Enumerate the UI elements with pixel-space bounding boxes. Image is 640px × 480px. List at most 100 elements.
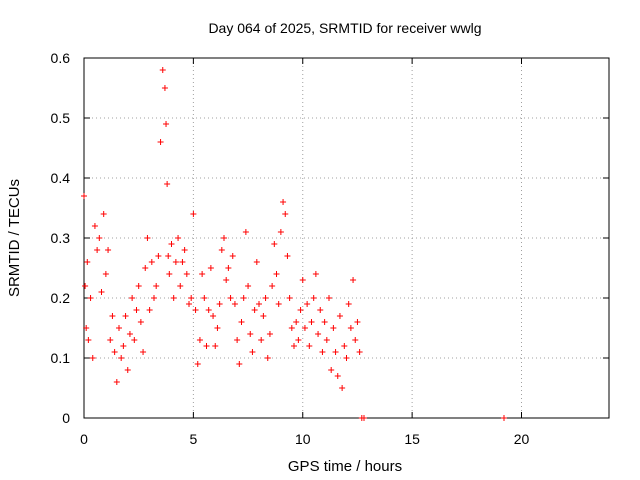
data-point [229,253,236,259]
data-point [218,247,225,253]
data-point [330,325,337,331]
data-point [262,295,269,301]
data-point [341,343,348,349]
data-point [199,271,206,277]
data-point [282,211,289,217]
y-tick-label: 0.3 [51,230,71,246]
data-points [81,67,507,421]
data-point [181,247,188,253]
data-point [315,331,322,337]
y-tick-labels: 0 0.1 0.2 0.3 0.4 0.5 0.6 [51,50,71,426]
data-point [361,415,367,421]
data-point [144,235,151,241]
data-point [84,259,91,265]
data-point [352,337,359,343]
data-point [142,265,149,271]
x-tick-label: 5 [189,431,197,447]
x-tick-labels: 0 5 10 15 20 [80,431,529,447]
data-point [284,253,291,259]
data-point [264,355,271,361]
data-point [192,307,199,313]
data-point [321,319,328,325]
data-point [247,331,254,337]
data-point [175,235,182,241]
data-point [301,325,308,331]
data-point [137,319,144,325]
data-point [273,271,280,277]
data-point [113,379,120,385]
data-point [207,265,214,271]
x-tick-label: 0 [80,431,88,447]
data-point [306,343,313,349]
data-point [124,367,131,373]
data-point [304,301,311,307]
y-tick-label: 0.2 [51,290,71,306]
data-point [288,325,295,331]
data-point [245,283,252,289]
x-axis-label: GPS time / hours [288,458,402,475]
data-point [266,331,273,337]
data-point [183,271,190,277]
data-point [299,277,306,283]
data-point [98,289,105,295]
data-point [109,313,116,319]
data-point [251,307,258,313]
data-point [161,85,168,91]
data-point [151,295,157,301]
data-point [168,241,175,247]
data-point [148,259,155,265]
data-point [227,295,234,301]
data-point [194,361,201,367]
data-point [170,295,177,301]
chart-title: Day 064 of 2025, SRMTID for receiver wwl… [208,20,481,36]
data-point [343,355,350,361]
data-point [221,235,227,241]
data-point [253,259,260,265]
data-point [336,313,343,319]
data-point [310,295,317,301]
data-point [216,301,223,307]
data-point [238,319,245,325]
data-point [118,355,125,361]
data-point [157,139,164,145]
data-point [501,415,507,421]
data-point [120,343,127,349]
data-point [334,373,341,379]
data-point [312,271,319,277]
data-point [105,247,112,253]
data-point [140,349,147,355]
data-point [323,337,330,343]
data-point [260,313,267,319]
data-point [166,271,173,277]
data-point [133,307,140,313]
data-point [146,307,153,313]
data-point [339,385,346,391]
data-point [317,307,324,313]
x-tick-label: 15 [404,431,420,447]
data-point [96,235,103,241]
data-point [225,265,232,271]
data-point [131,337,138,343]
data-point [126,331,133,337]
data-point [81,193,87,199]
data-point [280,199,287,205]
data-point [223,277,230,283]
axis-ticks [83,57,609,419]
data-point [203,343,210,349]
data-point [350,277,357,283]
data-point [83,325,90,331]
data-point [201,295,208,301]
data-point [269,283,276,289]
data-point [164,181,171,187]
y-axis-label: SRMTID / TECUs [6,179,23,297]
data-point [236,361,243,367]
data-point [293,319,300,325]
data-point [91,223,98,229]
data-point [242,229,249,235]
data-point [326,295,332,301]
data-point [188,295,195,301]
data-point [240,295,247,301]
x-tick-label: 20 [514,431,530,447]
data-point [210,313,217,319]
